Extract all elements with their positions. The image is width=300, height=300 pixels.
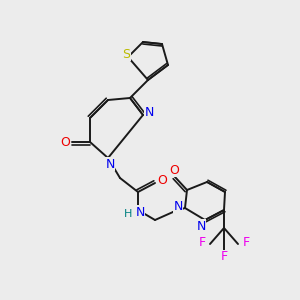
Text: O: O [60,136,70,148]
Text: F: F [220,250,228,263]
Text: H: H [124,209,132,219]
Text: S: S [122,47,130,61]
Text: O: O [169,164,179,176]
Text: O: O [157,173,167,187]
Text: N: N [105,158,115,170]
Text: F: F [198,236,206,250]
Text: N: N [144,106,154,119]
Text: N: N [196,220,206,232]
Text: F: F [242,236,250,250]
Text: N: N [173,200,183,212]
Text: N: N [135,206,145,218]
